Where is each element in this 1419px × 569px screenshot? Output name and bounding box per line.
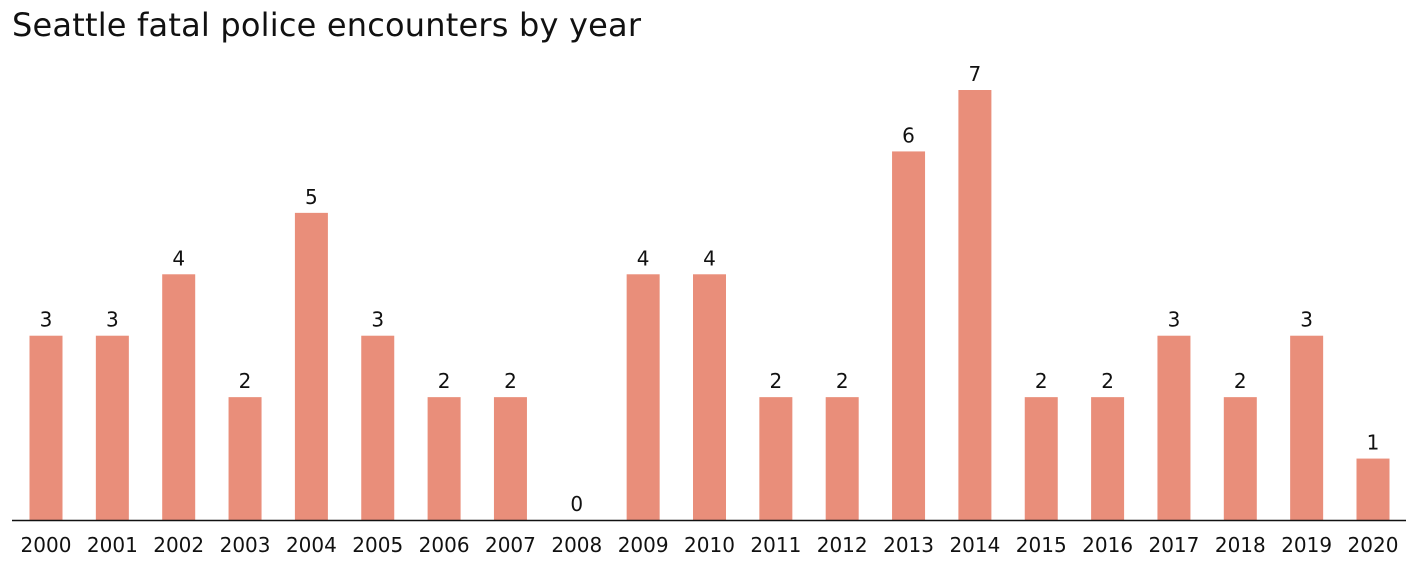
tick-label-2015: 2015 — [1016, 533, 1067, 557]
tick-label-2008: 2008 — [551, 533, 602, 557]
tick-label-2003: 2003 — [220, 533, 271, 557]
value-label-2020: 1 — [1367, 431, 1380, 455]
bar-2016 — [1091, 397, 1125, 520]
value-label-2008: 0 — [570, 492, 583, 516]
bar-2009 — [626, 274, 660, 520]
bar-2014 — [958, 90, 992, 520]
value-label-2009: 4 — [637, 246, 650, 270]
bar-2017 — [1157, 335, 1191, 520]
tick-label-2000: 2000 — [21, 533, 72, 557]
value-label-2018: 2 — [1234, 369, 1247, 393]
value-label-2005: 3 — [371, 308, 384, 332]
value-label-2007: 2 — [504, 369, 517, 393]
value-label-2013: 6 — [902, 123, 915, 147]
tick-label-2019: 2019 — [1281, 533, 1332, 557]
value-label-2012: 2 — [836, 369, 849, 393]
tick-label-2018: 2018 — [1215, 533, 1266, 557]
tick-label-2020: 2020 — [1348, 533, 1399, 557]
tick-label-2011: 2011 — [750, 533, 801, 557]
tick-label-2012: 2012 — [817, 533, 868, 557]
value-label-2003: 2 — [239, 369, 252, 393]
value-label-2002: 4 — [172, 246, 185, 270]
value-labels-group: 3 3 4 2 5 3 2 2 0 4 4 2 2 6 7 2 2 3 2 3 1 — [40, 62, 1380, 516]
bar-2007 — [493, 397, 527, 520]
value-label-2015: 2 — [1035, 369, 1048, 393]
bar-2004 — [294, 212, 328, 521]
bar-2003 — [228, 397, 262, 520]
bar-2011 — [759, 397, 793, 520]
tick-label-2017: 2017 — [1148, 533, 1199, 557]
tick-label-2006: 2006 — [419, 533, 470, 557]
bar-2020 — [1356, 458, 1390, 520]
bar-2012 — [825, 397, 859, 520]
value-label-2006: 2 — [438, 369, 451, 393]
tick-label-2007: 2007 — [485, 533, 536, 557]
tick-label-2010: 2010 — [684, 533, 735, 557]
bar-2010 — [693, 274, 726, 520]
chart-title: Seattle fatal police encounters by year — [12, 6, 642, 44]
bar-2000 — [29, 335, 63, 520]
tick-label-2002: 2002 — [153, 533, 204, 557]
bar-2005 — [361, 335, 395, 520]
value-label-2016: 2 — [1101, 369, 1114, 393]
bar-2002 — [162, 274, 196, 520]
value-label-2011: 2 — [769, 369, 782, 393]
bar-2018 — [1223, 397, 1257, 520]
x-tick-labels: 2000 2001 2002 2003 2004 2005 2006 2007 2008 2009… — [21, 533, 1399, 557]
tick-label-2004: 2004 — [286, 533, 337, 557]
value-label-2014: 7 — [969, 62, 982, 86]
tick-label-2014: 2014 — [949, 533, 1000, 557]
tick-label-2013: 2013 — [883, 533, 934, 557]
tick-label-2001: 2001 — [87, 533, 138, 557]
value-label-2000: 3 — [40, 308, 53, 332]
tick-label-2005: 2005 — [352, 533, 403, 557]
tick-label-2009: 2009 — [618, 533, 669, 557]
bar-2015 — [1024, 397, 1058, 520]
tick-label-2016: 2016 — [1082, 533, 1133, 557]
bars-group — [29, 90, 1390, 521]
value-label-2010: 4 — [703, 246, 716, 270]
bar-2019 — [1290, 335, 1324, 520]
bar-2013 — [892, 151, 926, 520]
value-label-2019: 3 — [1300, 308, 1313, 332]
bar-2006 — [427, 397, 461, 520]
value-label-2017: 3 — [1168, 308, 1181, 332]
value-label-2001: 3 — [106, 308, 119, 332]
bar-2001 — [95, 335, 129, 520]
value-label-2004: 5 — [305, 185, 318, 209]
